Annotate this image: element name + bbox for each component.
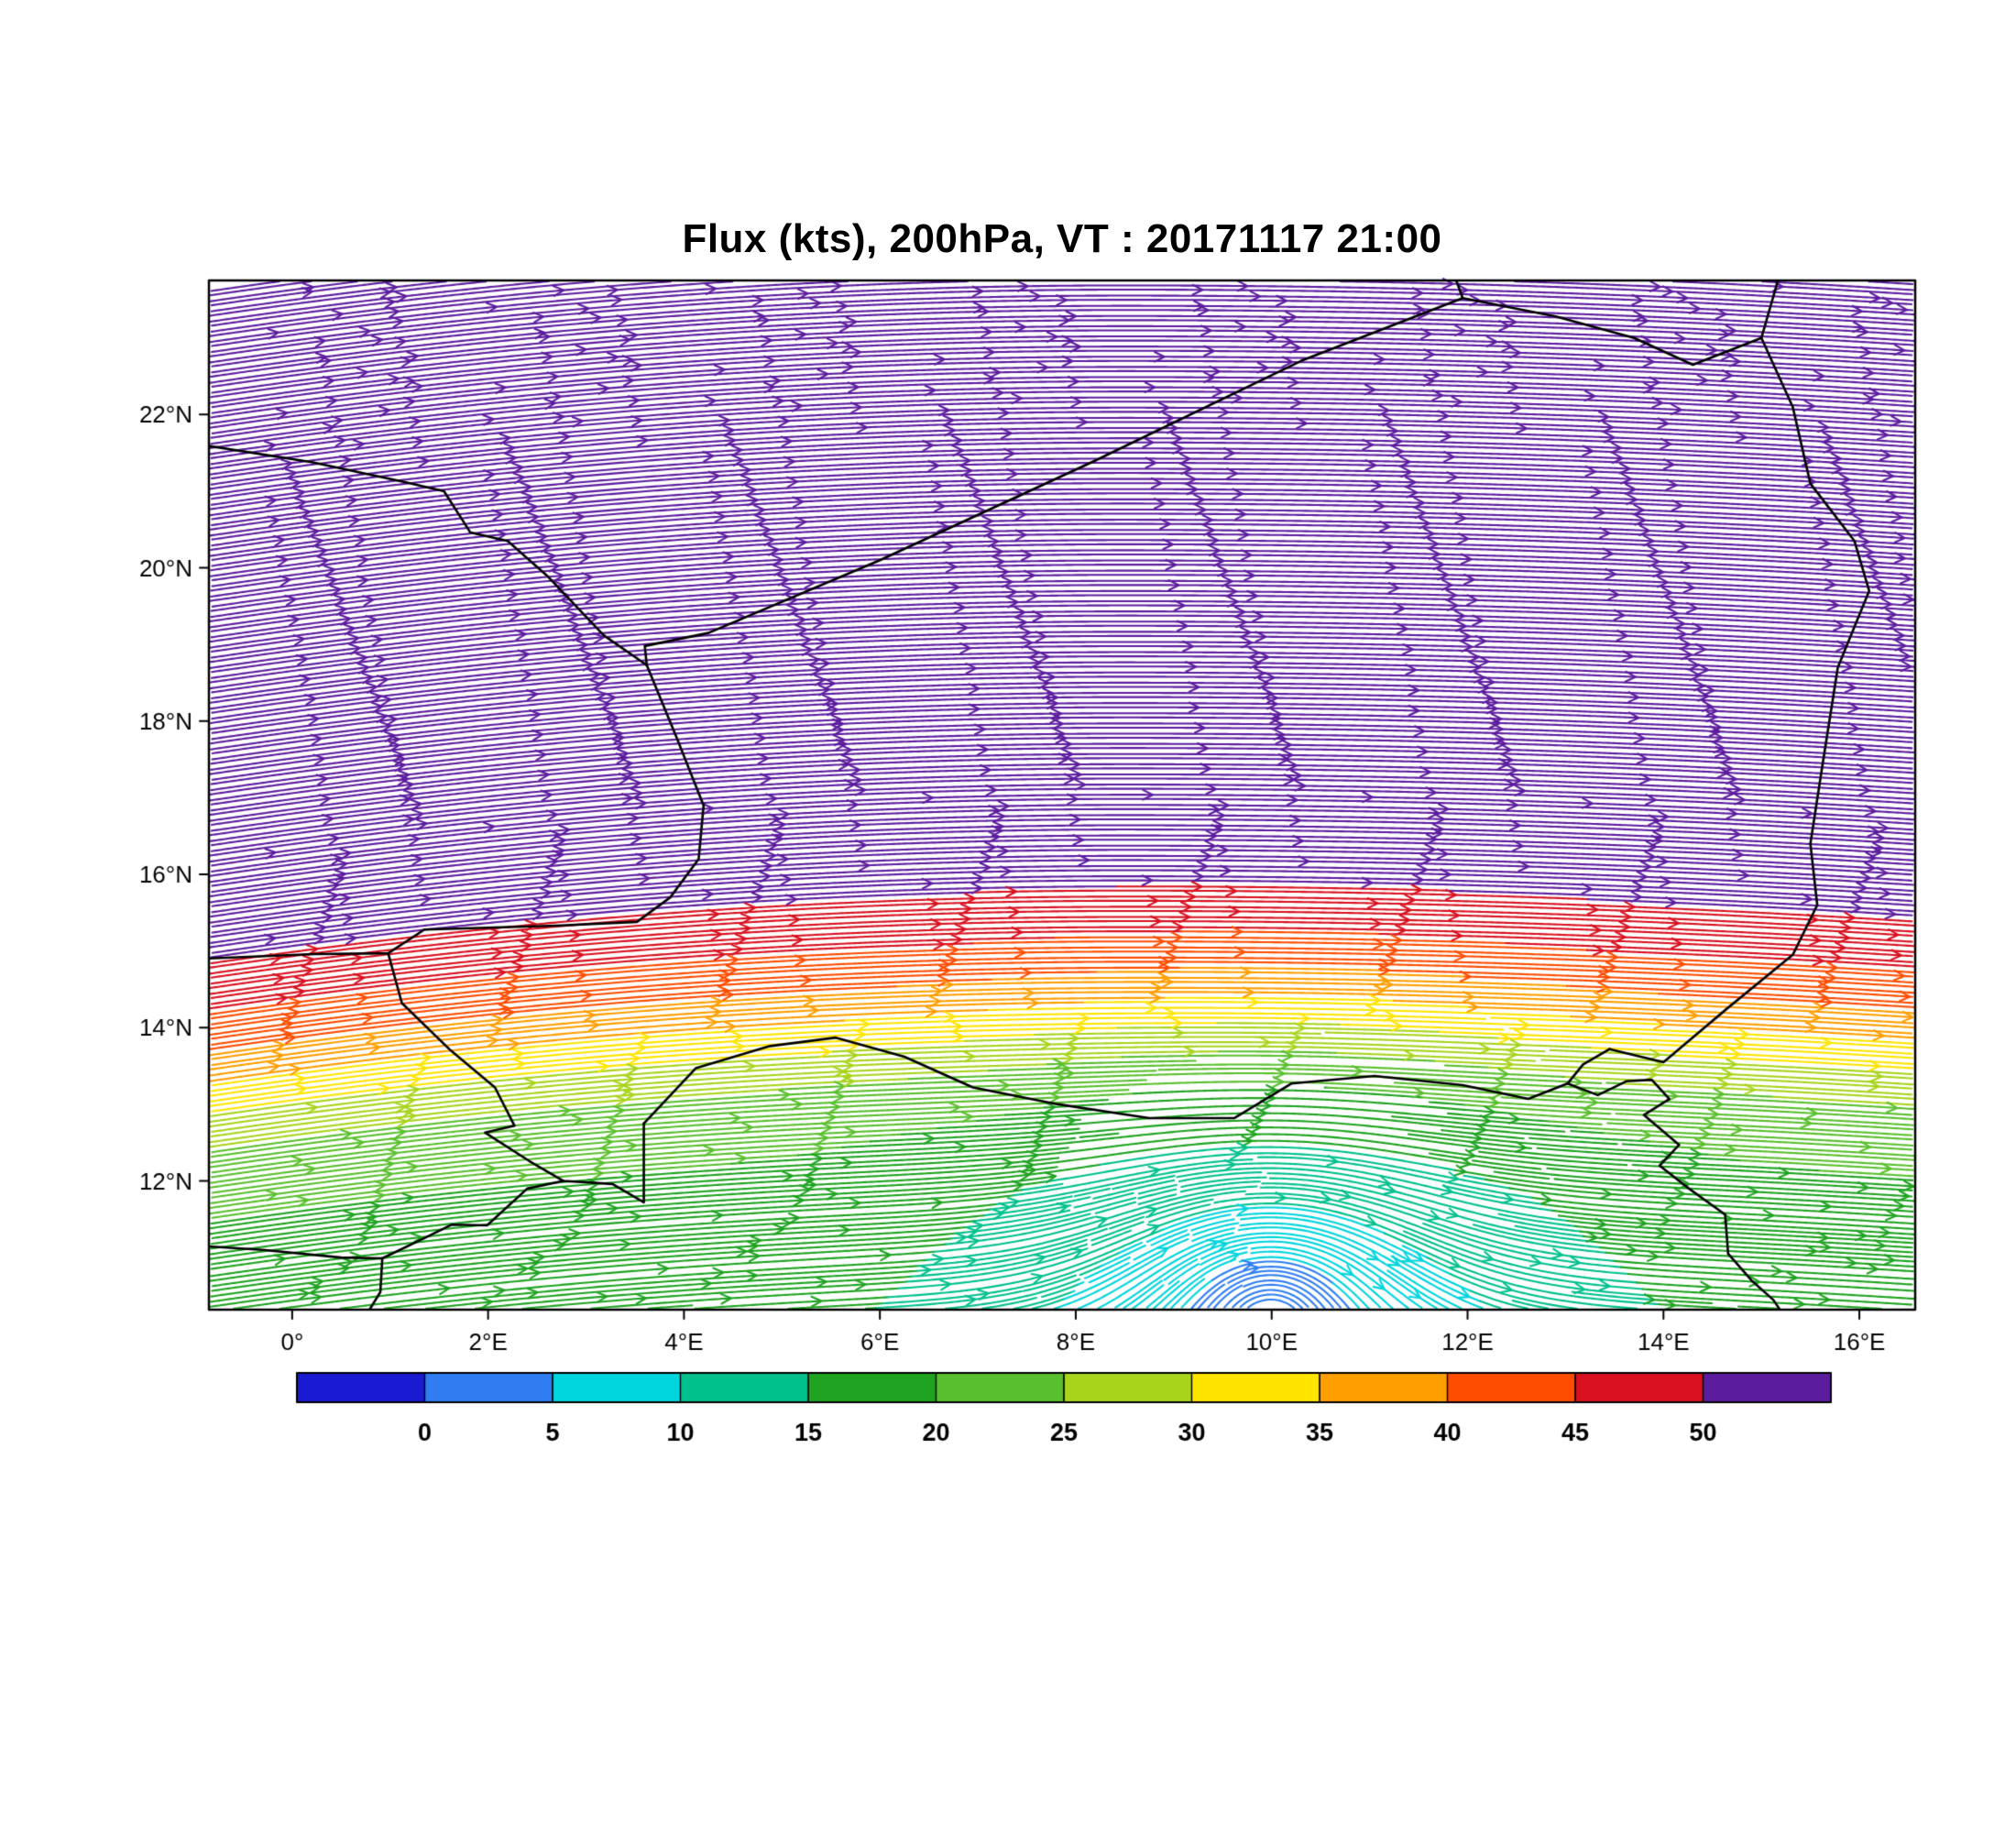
chart-title: Flux (kts), 200hPa, VT : 20171117 21:00 — [682, 216, 1442, 261]
